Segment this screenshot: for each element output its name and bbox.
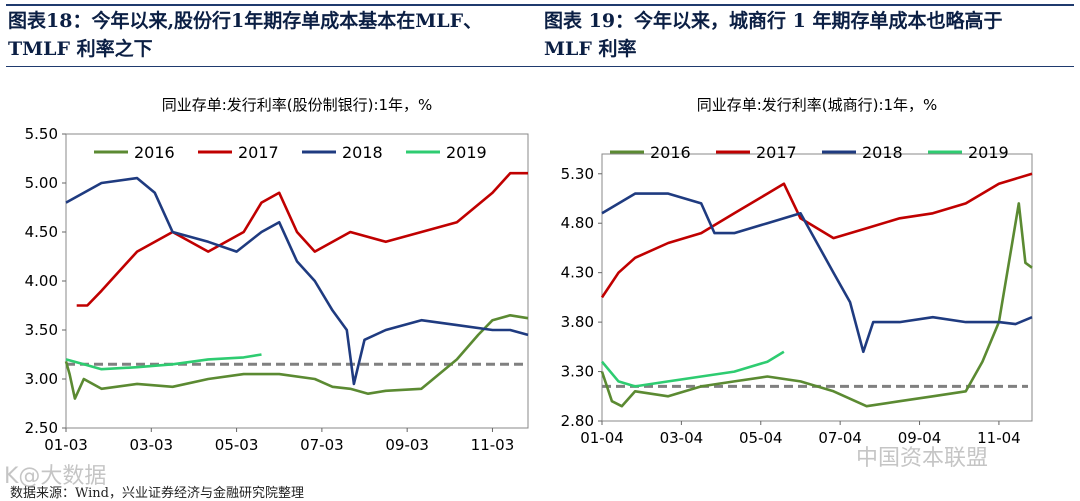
x-tick-label: 11-04 (977, 429, 1021, 447)
series-line-2017 (76, 171, 528, 307)
series-line-2017 (600, 172, 1033, 299)
y-tick-label: 2.80 (561, 412, 594, 430)
x-tick-label: 05-03 (215, 436, 259, 454)
y-tick-label: 5.30 (561, 165, 594, 183)
chart-title: 同业存单:发行利率(股份制银行):1年，% (162, 96, 433, 114)
legend-label-2018: 2018 (342, 143, 383, 162)
header-rule-bottom (6, 66, 1074, 67)
x-tick-label: 09-03 (385, 436, 429, 454)
chart-title: 同业存单:发行利率(城商行):1年，% (697, 96, 938, 114)
watermark-left: K@大数据 (4, 464, 107, 489)
y-tick-label: 3.80 (561, 313, 594, 331)
series-line-2018 (601, 192, 1033, 354)
header-rule-top (6, 4, 1074, 6)
source-note: 数据来源：Wind，兴业证券经济与金融研究院整理 (10, 486, 304, 501)
x-tick-label: 03-03 (129, 436, 173, 454)
legend-label-2019: 2019 (968, 143, 1009, 162)
y-tick-label: 5.50 (25, 125, 58, 143)
figure-title-right-line2: MLF 利率 (544, 38, 637, 60)
series-line-2016 (64, 314, 529, 400)
y-tick-label: 3.00 (25, 370, 58, 388)
plot-area-frame (601, 153, 1033, 422)
x-tick-label: 01-03 (44, 436, 88, 454)
x-tick-label: 03-04 (660, 429, 704, 447)
y-tick-label: 5.00 (25, 174, 58, 192)
chart-right: 同业存单:发行利率(城商行):1年，% 2.80 3.30 3.80 4.30 4.80 5… (561, 96, 1033, 447)
legend-label-2016: 2016 (650, 143, 691, 162)
legend-label-2016: 2016 (134, 143, 175, 162)
y-tick-label: 2.50 (25, 419, 58, 437)
x-tick-label: 07-04 (818, 429, 862, 447)
x-tick-label: 05-04 (739, 429, 783, 447)
series-line-2019 (601, 350, 785, 388)
series-line-2016 (600, 202, 1033, 408)
figure-title-left-line2: TMLF 利率之下 (8, 38, 153, 60)
x-tick-label: 07-03 (300, 436, 344, 454)
series-line-2019 (65, 353, 262, 371)
watermark-right: 中国资本联盟 (856, 446, 989, 471)
legend-label-2017: 2017 (756, 143, 797, 162)
series-line-2018 (65, 176, 529, 386)
x-tick-label: 11-03 (471, 436, 515, 454)
x-tick-label: 01-04 (580, 429, 624, 447)
figure-title-left-line1: 图表18：今年以来,股份行1年期存单成本基本在MLF、 (8, 10, 483, 32)
y-tick-label: 4.80 (561, 214, 594, 232)
y-tick-label: 3.50 (25, 321, 58, 339)
legend-label-2017: 2017 (238, 143, 279, 162)
x-tick-label: 09-04 (898, 429, 942, 447)
legend-label-2019: 2019 (446, 143, 487, 162)
y-tick-label: 4.30 (561, 264, 594, 282)
y-tick-label: 4.00 (25, 272, 58, 290)
legend-label-2018: 2018 (862, 143, 903, 162)
figure-title-right-line1: 图表 19：今年以来，城商行 1 年期存单成本也略高于 (544, 10, 1003, 32)
chart-left: 同业存单:发行利率(股份制银行):1年，% 2.50 3.00 3.50 4.00 4.5… (25, 96, 529, 454)
y-tick-label: 3.30 (561, 363, 594, 381)
y-tick-label: 4.50 (25, 223, 58, 241)
